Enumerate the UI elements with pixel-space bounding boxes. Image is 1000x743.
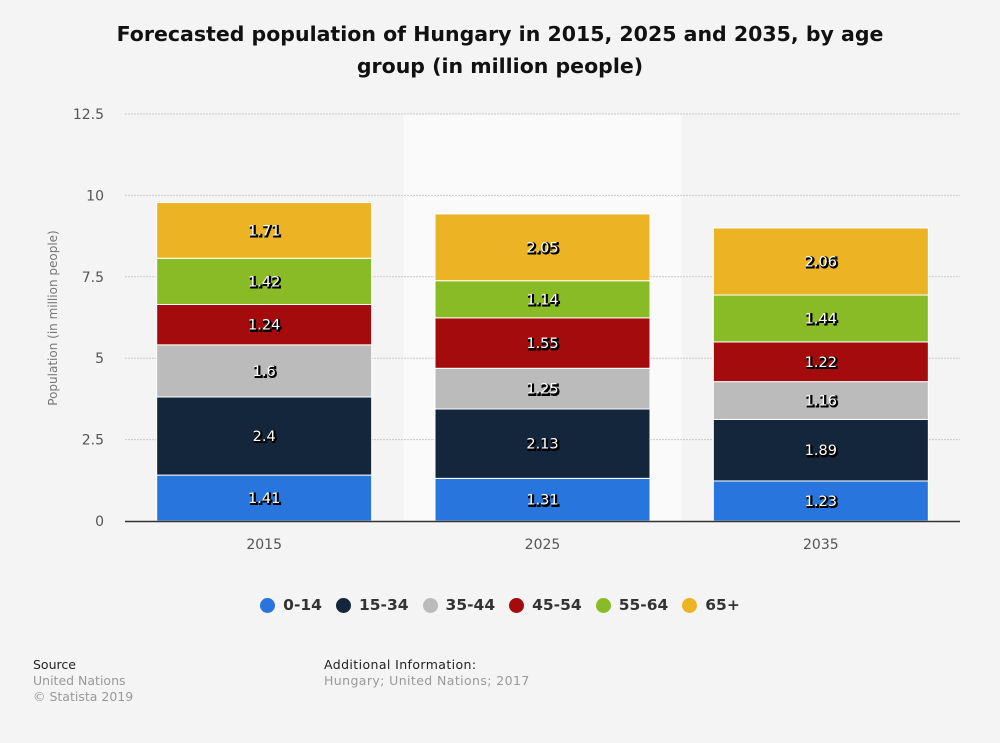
data-label: 1.89 — [805, 443, 837, 459]
bar-segment-0-14-2035[interactable] — [712, 480, 929, 522]
legend-label: 15-34 — [358, 596, 409, 614]
data-label-shadow: 1.55 — [528, 337, 560, 353]
legend-item-45-54[interactable]: 45-54 — [509, 596, 582, 614]
data-label: 1.16 — [805, 394, 837, 410]
data-label-shadow: 2.05 — [528, 242, 560, 258]
data-label-shadow: 1.14 — [528, 293, 560, 309]
legend-item-55-64[interactable]: 55-64 — [595, 596, 669, 614]
bar-segment-65+-2035[interactable] — [712, 227, 929, 296]
bar-segment-35-44-2015[interactable] — [156, 344, 373, 398]
y-tick-label: 12.5 — [73, 107, 104, 123]
y-tick-label: 10 — [86, 188, 104, 204]
legend-label: 55-64 — [618, 596, 669, 614]
data-label: 1.31 — [526, 493, 558, 509]
legend-dot-icon — [335, 597, 351, 613]
y-tick-label: 2.5 — [82, 433, 104, 449]
y-tick-label: 5 — [95, 351, 104, 367]
copyright-line: © Statista 2019 — [33, 689, 134, 704]
data-label: 1.22 — [805, 355, 837, 371]
x-tick-label: 2035 — [803, 537, 839, 553]
data-label: 1.55 — [526, 336, 558, 352]
data-label: 2.13 — [526, 437, 558, 453]
additional-info-text: Hungary; United Nations; 2017 — [324, 673, 530, 688]
data-label: 1.23 — [805, 494, 837, 510]
data-label: 1.14 — [526, 292, 558, 308]
data-label-shadow: 1.71 — [249, 225, 281, 241]
bar-segment-15-34-2015[interactable] — [156, 396, 373, 476]
source-line[interactable]: United Nations — [33, 673, 126, 688]
y-tick-label: 0 — [95, 514, 104, 530]
legend-dot-icon — [595, 597, 611, 613]
bar-segment-65+-2015[interactable] — [156, 202, 373, 259]
bar-segment-0-14-2015[interactable] — [156, 474, 373, 522]
additional-info-heading: Additional Information: — [324, 657, 477, 672]
data-label-shadow: 1.22 — [806, 356, 838, 372]
bar-segment-45-54-2025[interactable] — [434, 317, 651, 369]
y-axis-label: Population (in million people) — [46, 230, 60, 405]
data-label: 1.6 — [253, 364, 276, 380]
legend-dot-icon — [260, 597, 276, 613]
legend-dot-icon — [509, 597, 525, 613]
data-label-shadow: 1.44 — [806, 313, 838, 329]
data-label-shadow: 1.6 — [254, 365, 277, 381]
data-label: 1.24 — [248, 318, 280, 334]
bar-segment-45-54-2015[interactable] — [156, 303, 373, 346]
x-tick-label: 2015 — [246, 537, 282, 553]
bar-segment-65+-2025[interactable] — [434, 213, 651, 282]
source-block: Source United Nations © Statista 2019 — [33, 657, 133, 705]
data-label: 1.25 — [526, 382, 558, 398]
data-label: 2.05 — [526, 240, 558, 256]
legend-item-65+[interactable]: 65+ — [682, 596, 740, 614]
bar-segment-15-34-2025[interactable] — [434, 408, 651, 479]
legend-item-35-44[interactable]: 35-44 — [422, 596, 496, 614]
data-label-shadow: 2.4 — [254, 430, 277, 446]
data-label: 2.06 — [805, 254, 837, 270]
additional-info-block: Additional Information: Hungary; United … — [324, 657, 530, 689]
data-label-shadow: 1.24 — [249, 319, 281, 335]
legend-dot-icon — [422, 597, 438, 613]
bar-segment-35-44-2025[interactable] — [434, 367, 651, 410]
bar-segment-0-14-2025[interactable] — [434, 477, 651, 522]
data-label: 2.4 — [253, 429, 276, 445]
data-label-shadow: 1.41 — [249, 492, 281, 508]
bar-segment-45-54-2035[interactable] — [712, 341, 929, 383]
bar-segment-55-64-2025[interactable] — [434, 280, 651, 319]
data-label: 1.41 — [248, 491, 280, 507]
data-label-shadow: 1.42 — [249, 276, 281, 292]
data-label-shadow: 1.23 — [806, 495, 838, 511]
chart-plot: 0 2.5 5 7.5 10 12.5 Population (in million peo… — [46, 107, 960, 553]
data-label-shadow: 2.13 — [528, 438, 560, 454]
y-tick-label: 7.5 — [82, 270, 104, 286]
bar-segment-55-64-2035[interactable] — [712, 294, 929, 343]
x-tick-label: 2025 — [525, 537, 561, 553]
data-label: 1.71 — [248, 223, 280, 239]
data-label: 1.42 — [248, 274, 280, 290]
data-label-shadow: 1.89 — [806, 444, 838, 460]
chart-title: Forecasted population of Hungary in 2015… — [116, 22, 884, 78]
data-label-shadow: 1.16 — [806, 395, 838, 411]
data-label-shadow: 2.06 — [806, 256, 838, 272]
legend-label: 65+ — [705, 596, 740, 614]
legend-label: 45-54 — [532, 596, 582, 614]
data-label-shadow: 1.31 — [528, 494, 560, 510]
legend-item-15-34[interactable]: 15-34 — [335, 596, 409, 614]
data-label: 1.44 — [805, 311, 837, 327]
data-label-shadow: 1.25 — [528, 383, 560, 399]
legend-dot-icon — [682, 597, 698, 613]
chart-legend: 0-14 15-34 35-44 45-54 55-64 65+ — [0, 596, 1000, 614]
legend-item-0-14[interactable]: 0-14 — [260, 596, 322, 614]
legend-label: 0-14 — [283, 596, 322, 614]
legend-label: 35-44 — [445, 596, 496, 614]
bar-segment-15-34-2035[interactable] — [712, 418, 929, 482]
source-heading: Source — [33, 657, 76, 672]
